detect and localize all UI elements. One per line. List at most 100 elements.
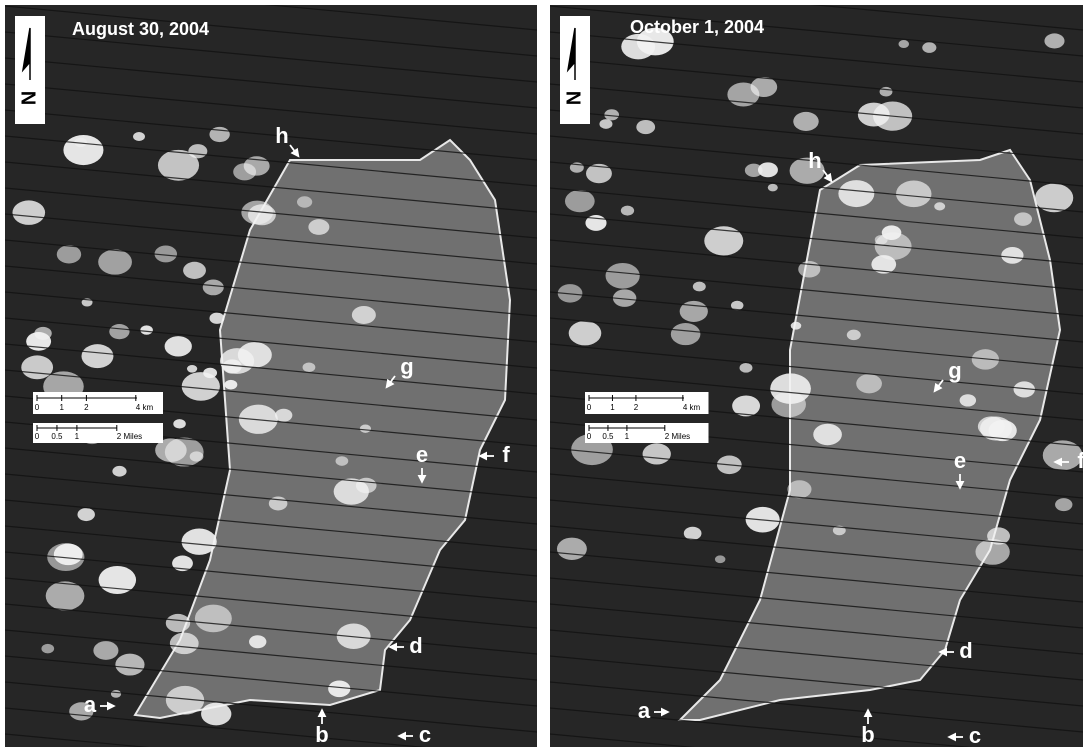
cloud <box>203 280 224 296</box>
cloud <box>745 164 763 177</box>
point-label: b <box>315 722 328 747</box>
point-label: d <box>409 633 422 658</box>
cloud <box>187 365 197 373</box>
scale-label-miles: 0 <box>587 432 592 441</box>
cloud <box>360 424 371 432</box>
cloud <box>195 605 232 633</box>
screenshot: August 30, 2004 N 0 1 2 4 km 0 0.5 1 2 Miles a b c d e… <box>0 0 1083 747</box>
panel-title: October 1, 2004 <box>630 17 764 37</box>
cloud <box>238 342 272 368</box>
scale-label-km: 2 <box>634 403 639 412</box>
cloud <box>41 644 54 653</box>
cloud <box>671 323 701 345</box>
panel-title: August 30, 2004 <box>72 19 209 39</box>
cloud <box>791 322 802 330</box>
cloud <box>308 219 329 235</box>
cloud <box>224 380 237 390</box>
cloud <box>173 419 186 428</box>
cloud <box>898 40 909 48</box>
scale-label-miles: 1 <box>625 432 630 441</box>
north-label: N <box>18 91 40 105</box>
point-label: f <box>502 442 510 467</box>
cloud <box>356 478 377 494</box>
point-label: h <box>275 123 288 148</box>
cloud <box>847 330 861 340</box>
cloud <box>112 466 126 477</box>
cloud <box>787 480 811 498</box>
cloud <box>896 181 932 208</box>
cloud <box>275 409 292 422</box>
cloud <box>336 456 349 466</box>
point-label: f <box>1077 448 1083 473</box>
cloud <box>233 163 256 180</box>
cloud <box>140 325 153 334</box>
cloud <box>57 245 81 263</box>
scale-label-miles: 0 <box>35 432 40 441</box>
cloud <box>352 306 376 324</box>
cloud <box>297 196 312 207</box>
cloud <box>643 443 671 464</box>
cloud <box>621 34 655 59</box>
cloud <box>715 555 725 563</box>
point-label: a <box>638 698 651 723</box>
cloud <box>565 190 595 212</box>
cloud <box>1044 33 1064 48</box>
cloud <box>165 336 192 356</box>
cloud <box>557 538 587 560</box>
point-label: c <box>419 722 431 747</box>
cloud <box>182 528 217 554</box>
cloud <box>771 391 806 417</box>
cloud <box>166 614 190 632</box>
cloud <box>303 362 316 372</box>
point-label: g <box>400 354 413 379</box>
cloud <box>684 527 702 540</box>
cloud <box>98 249 132 274</box>
cloud <box>934 202 945 210</box>
cloud <box>636 120 655 134</box>
scale-label-km: 1 <box>59 403 64 412</box>
cloud <box>115 654 144 676</box>
scale-label-miles: 1 <box>75 432 80 441</box>
cloud <box>693 282 706 292</box>
cloud <box>793 112 818 131</box>
cloud <box>768 184 778 192</box>
cloud <box>813 424 842 445</box>
scale-label-miles: 0.5 <box>51 432 63 441</box>
scale-label-km: 0 <box>587 403 592 412</box>
scale-label-miles: 0.5 <box>602 432 614 441</box>
scale-label-miles: 2 Miles <box>117 432 142 441</box>
cloud <box>328 680 350 697</box>
cloud <box>133 132 145 141</box>
cloud <box>165 437 204 466</box>
point-label: h <box>808 148 821 173</box>
point-label: e <box>954 448 966 473</box>
cloud <box>838 180 874 207</box>
cloud <box>209 313 224 324</box>
point-label: a <box>84 692 97 717</box>
cloud <box>740 363 753 373</box>
cloud <box>158 150 199 181</box>
cloud <box>81 344 113 368</box>
cloud <box>1055 498 1072 511</box>
scale-label-km: 4 km <box>683 403 701 412</box>
point-label: d <box>959 638 972 663</box>
cloud <box>922 42 936 53</box>
scale-label-km: 4 km <box>136 403 154 412</box>
cloud <box>621 206 634 216</box>
cloud <box>12 200 45 224</box>
scale-label-km: 1 <box>610 403 615 412</box>
north-label: N <box>563 91 585 105</box>
cloud <box>599 119 612 129</box>
cloud <box>856 374 882 393</box>
cloud <box>880 87 893 97</box>
cloud <box>569 321 602 345</box>
cloud <box>46 581 85 610</box>
cloud <box>201 703 231 726</box>
scale-label-km: 2 <box>84 403 89 412</box>
point-label: e <box>416 442 428 467</box>
cloud <box>111 690 121 698</box>
cloud <box>170 633 199 655</box>
point-label: c <box>969 723 981 747</box>
